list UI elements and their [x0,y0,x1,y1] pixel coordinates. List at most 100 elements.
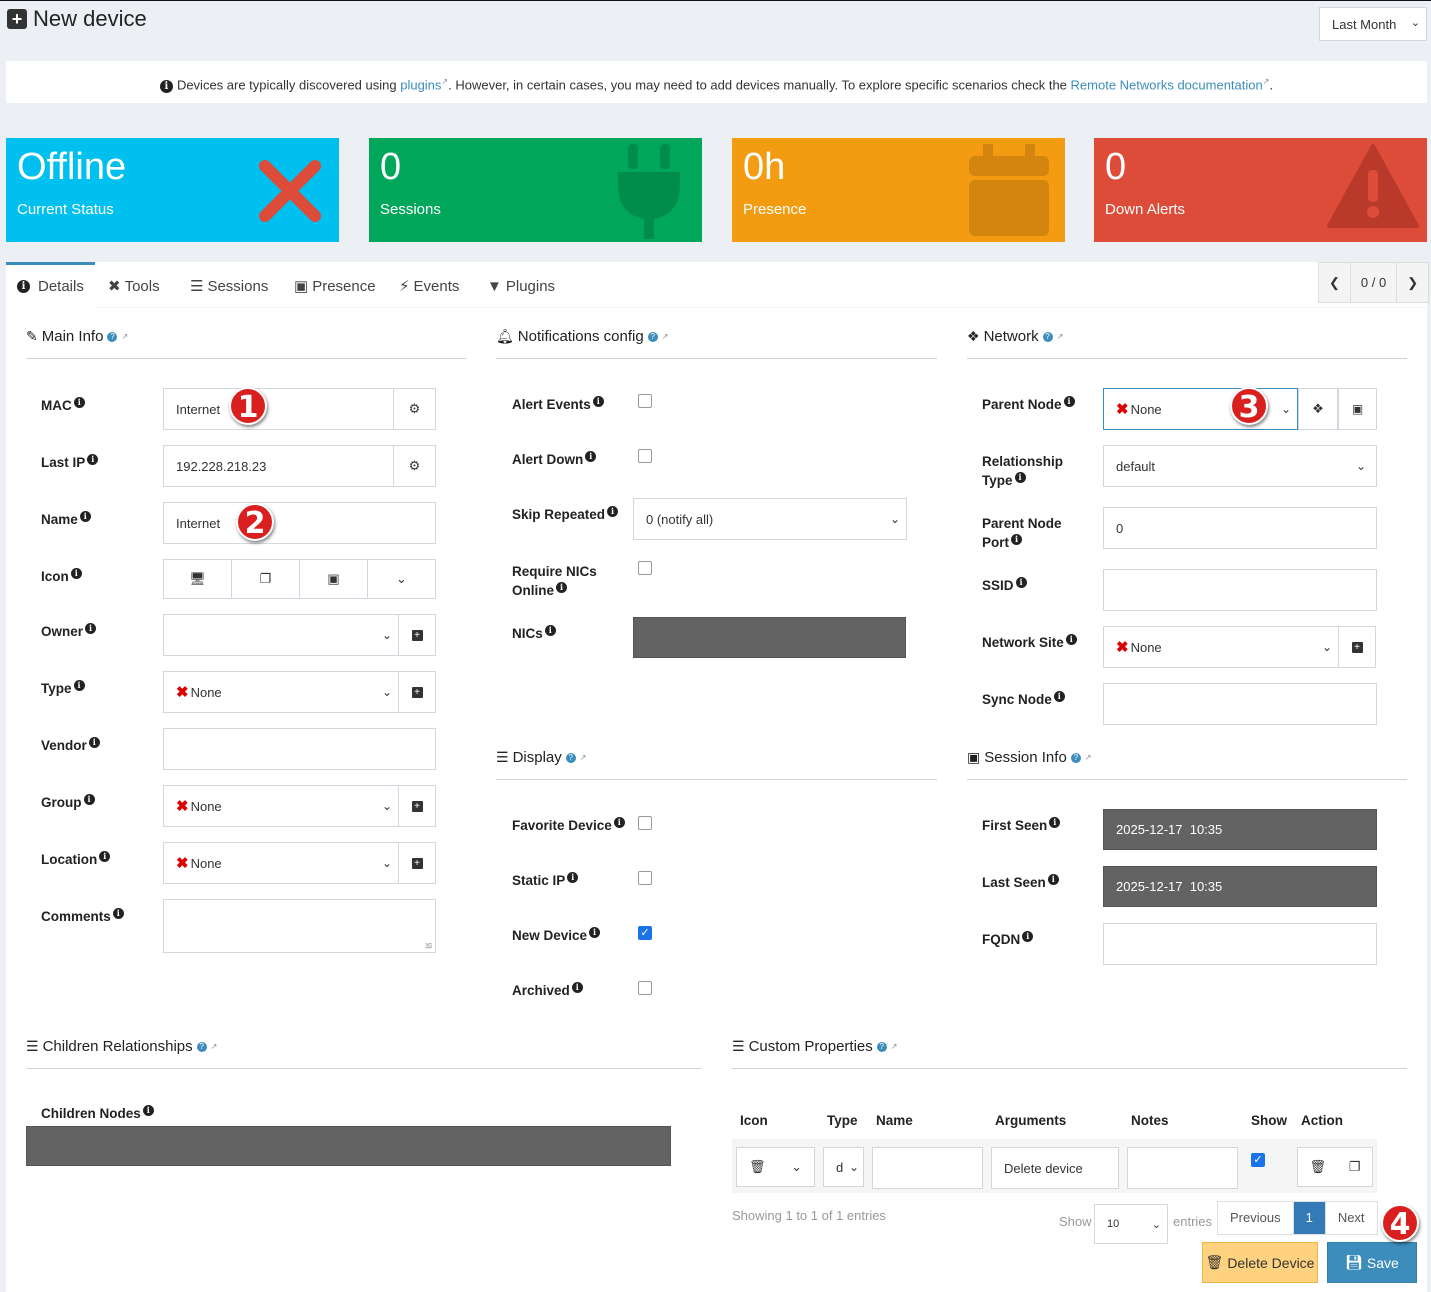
owner-select[interactable]: ⌄ [163,614,399,656]
next-page-button[interactable]: Next [1337,1210,1365,1225]
column-header: Show [1251,1113,1287,1128]
bell-icon: 🔔︎ [496,328,514,344]
mac-input[interactable]: Internet ⚙ [163,388,436,430]
page-size-select[interactable]: 10 ⌄ [1094,1204,1168,1244]
plus-square-icon: + [411,857,423,869]
help-icon[interactable]: ? [876,1041,887,1052]
tab-presence[interactable]: ▣ Presence [294,262,376,308]
help-icon[interactable]: ? [107,331,118,342]
parent-node-open-button[interactable]: ▣ [1338,388,1377,430]
section-divider [732,1068,1407,1069]
info-icon: i [613,816,625,828]
previous-page-button[interactable]: Previous [1218,1202,1294,1234]
help-icon[interactable]: ? [196,1041,207,1052]
group-select[interactable]: ✖ None ⌄ [163,785,399,827]
vendor-input[interactable] [163,728,436,770]
name-label-text: Name [41,512,78,527]
help-icon[interactable]: ? [565,752,576,763]
sitemap-icon: ❖ [967,328,980,344]
type-select[interactable]: d ⌄ [823,1147,864,1187]
favorite-device-label: Favorite Device i [512,816,632,835]
external-link-icon: ↗ [1084,753,1092,762]
plus-square-icon: + [411,629,423,641]
require-nics-checkbox[interactable] [638,561,652,575]
tab-tools[interactable]: ✖ Tools [108,262,160,308]
device-action-button[interactable]: ⚙ [393,446,435,486]
date-range-select[interactable]: Last Month ⌄ [1319,7,1427,41]
fqdn-input[interactable] [1103,923,1377,965]
ssid-input[interactable] [1103,569,1377,611]
add-type-button[interactable]: + [398,671,436,713]
type-select[interactable]: ✖ None ⌄ [163,671,399,713]
skip-repeated-select[interactable]: 0 (notify all) ⌄ [633,498,907,540]
help-icon[interactable]: ? [647,331,658,342]
plug-icon [618,144,680,239]
copy-button[interactable]: ❐ [231,560,299,598]
notes-input[interactable] [1127,1147,1238,1189]
parent-node-tree-button[interactable]: ❖ [1298,388,1338,430]
remote-networks-doc-link[interactable]: Remote Networks documentation [1070,77,1263,93]
info-icon: i [159,80,173,94]
tab-sessions[interactable]: ☰ Sessions [190,262,268,308]
tab-details[interactable]: i Details [6,262,95,308]
alert-down-checkbox[interactable] [638,449,652,463]
comments-textarea[interactable]: ≌ [163,899,436,953]
relationship-type-select[interactable]: default ⌄ [1103,445,1377,487]
static-ip-checkbox[interactable] [638,871,652,885]
help-icon[interactable]: ? [1070,752,1081,763]
archived-checkbox[interactable] [638,981,652,995]
group-label: Group i [41,793,161,812]
alert-events-label: Alert Events i [512,395,632,414]
network-site-select[interactable]: ✖ None ⌄ [1103,626,1339,668]
delete-device-button[interactable]: 🗑︎ Delete Device [1202,1242,1318,1283]
alert-events-checkbox[interactable] [638,394,652,408]
pagination: Previous 1 Next [1217,1201,1378,1235]
tab-events[interactable]: ⚡︎ Events [399,262,459,308]
sync-node-input[interactable] [1103,683,1377,725]
arguments-value: Delete device [1004,1160,1083,1176]
last-ip-input[interactable]: 192.228.218.23 ⚙ [163,445,436,487]
add-network-site-button[interactable]: + [1338,626,1376,668]
add-group-button[interactable]: + [398,785,436,827]
name-input[interactable]: Internet [163,502,436,544]
save-button[interactable]: 💾︎ Save [1327,1242,1417,1283]
tasks-icon: ☰ [496,749,509,765]
children-nodes-label: Children Nodes i [41,1104,241,1123]
nics-label: NICs i [512,624,632,643]
new-device-checkbox[interactable]: ✓ [638,926,652,940]
duplicate-row-icon[interactable]: ❐ [1348,1159,1361,1174]
last-ip-value: 192.228.218.23 [176,458,267,474]
x-icon: ✖ [176,855,189,872]
bell-section-title: 🔔︎ Notifications config? ↗ [496,328,668,345]
icon-picker[interactable]: 🖥︎ ❐ ▣ ⌄ [163,559,436,599]
device-action-button[interactable]: ⚙ [393,389,435,429]
page-1-button[interactable]: 1 [1293,1202,1326,1234]
relationship-type-value: default [1116,458,1156,474]
arguments-input[interactable]: Delete device [991,1147,1119,1189]
help-icon[interactable]: ? [1042,331,1053,342]
monitor-button[interactable]: 🖥︎ [189,571,206,586]
list-title-text: Custom Properties [748,1038,873,1055]
icon-select[interactable]: 🗑︎ ⌄ [736,1147,815,1187]
name-input[interactable] [872,1147,983,1189]
next-device-button[interactable]: ❯ [1407,275,1419,290]
parent-node-select[interactable]: ✖ None ⌄ [1103,388,1298,430]
show-checkbox[interactable]: ✓ [1251,1153,1265,1167]
add-location-button[interactable]: + [398,842,436,884]
external-link-icon: ↗ [1056,332,1064,341]
add-owner-button[interactable]: + [398,614,436,656]
prev-device-button[interactable]: ❮ [1319,263,1351,302]
tab-plugins[interactable]: ▼ Plugins [487,262,555,308]
info-icon: i [83,793,95,805]
parent-node-port-input[interactable]: 0 [1103,507,1377,549]
fqdn-label: FQDN i [982,930,1082,949]
location-select[interactable]: ✖ None ⌄ [163,842,399,884]
favorite-device-checkbox[interactable] [638,816,652,830]
chevron-down-button[interactable]: ⌄ [367,560,435,598]
delete-row-icon[interactable]: 🗑︎ [1309,1159,1326,1174]
type-value: d [836,1159,844,1175]
network-site-label-text: Network Site [982,635,1064,650]
plugins-link[interactable]: plugins [400,77,442,93]
favorite-device-label-text: Favorite Device [512,818,612,833]
plus-square-button[interactable]: ▣ [299,560,367,598]
